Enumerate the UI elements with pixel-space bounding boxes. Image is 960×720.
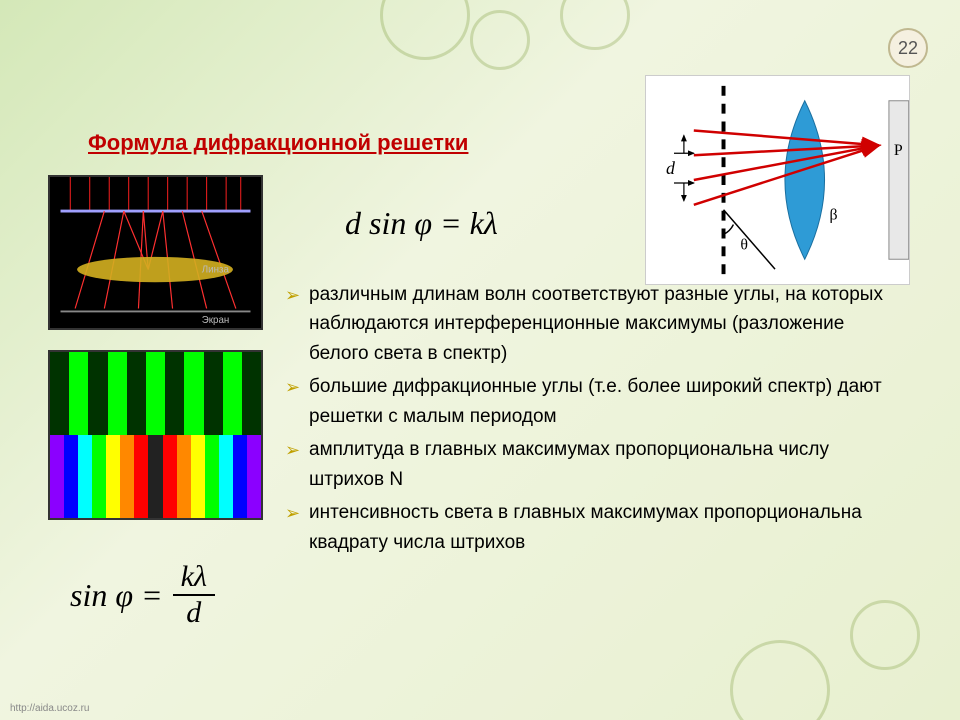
spectrum-figure [48,350,263,520]
footer-url: http://aida.ucoz.ru [10,703,90,714]
grating-diagram: Линза Экран [48,175,263,330]
label-d: d [666,158,675,178]
formula-derived: sin φ = kλ d [70,560,215,630]
formula-main: d sin φ = kλ [345,205,498,242]
label-P: P [894,142,903,159]
screen-label: Экран [202,315,229,326]
formula-lhs: sin φ = [70,577,163,614]
slide-title: Формула дифракционной решетки [88,130,468,156]
label-theta: θ [740,236,748,253]
lens-label: Линза [202,264,230,275]
page-number: 22 [898,38,918,59]
bullet-item: интенсивность света в главных максимумах… [285,498,895,557]
page-number-badge: 22 [888,28,928,68]
bullet-item: различным длинам волн соответствуют разн… [285,280,895,368]
bullet-list: различным длинам волн соответствуют разн… [285,280,895,561]
label-beta: β [830,207,838,224]
lens-diagram: θ β d P [645,75,910,285]
bullet-item: большие дифракционные углы (т.е. более ш… [285,372,895,431]
formula-denominator: d [178,596,209,630]
bullet-item: амплитуда в главных максимумах пропорцио… [285,435,895,494]
formula-numerator: kλ [173,560,215,596]
